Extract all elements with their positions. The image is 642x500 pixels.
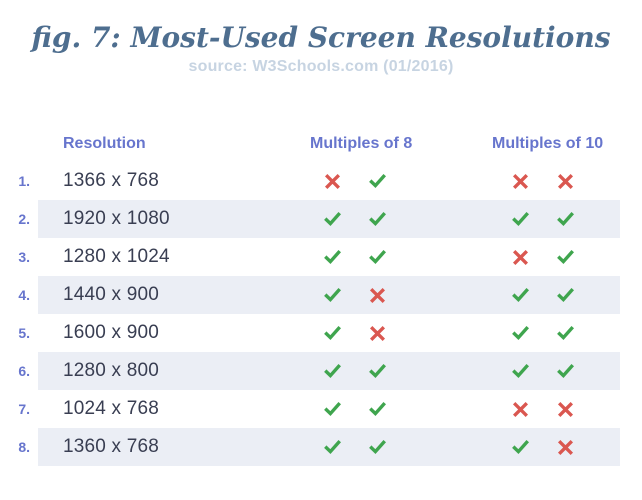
mark-cell [498, 286, 543, 304]
mark-cell [310, 286, 355, 304]
cross-icon [369, 324, 386, 341]
column-header-resolution: Resolution [63, 135, 146, 152]
cross-icon [369, 286, 386, 303]
table-row: 4. 1440 x 900 [0, 276, 620, 314]
mark-cell [355, 400, 400, 418]
table-row: 8. 1360 x 768 [0, 428, 620, 466]
figure-source: source: W3Schools.com (01/2016) [188, 58, 454, 75]
check-icon [323, 248, 342, 265]
table-row: 7. 1024 x 768 [0, 390, 620, 428]
row-number: 7. [18, 401, 30, 417]
mark-cell [498, 210, 543, 228]
check-icon [323, 362, 342, 379]
mark-cell [355, 172, 400, 190]
resolution-value: 1280 x 800 [63, 360, 160, 381]
check-icon [511, 210, 530, 227]
table-row: 2. 1920 x 1080 [0, 200, 620, 238]
mark-cell [498, 401, 543, 418]
check-icon [323, 438, 342, 455]
check-icon [368, 400, 387, 417]
column-header-multiples-of-8: Multiples of 8 [310, 135, 413, 152]
mark-cell [355, 287, 400, 304]
check-icon [368, 438, 387, 455]
row-number: 3. [18, 249, 30, 265]
column-header-multiples-of-10: Multiples of 10 [492, 135, 604, 152]
row-number: 6. [18, 363, 30, 379]
resolution-value: 1600 x 900 [63, 322, 160, 343]
resolution-value: 1280 x 1024 [63, 246, 170, 267]
table-row: 5. 1600 x 900 [0, 314, 620, 352]
check-icon [556, 248, 575, 265]
cross-icon [557, 172, 574, 189]
check-icon [368, 210, 387, 227]
check-icon [556, 362, 575, 379]
cross-icon [512, 248, 529, 265]
check-icon [368, 248, 387, 265]
check-icon [556, 286, 575, 303]
mark-cell [498, 249, 543, 266]
mark-cell [310, 248, 355, 266]
check-icon [368, 172, 387, 189]
check-icon [511, 286, 530, 303]
mark-cell [543, 439, 588, 456]
mark-cell [310, 173, 355, 190]
table-body: 1. 1366 x 768 2. 1920 x 1080 3. 1280 x 1024 4.… [0, 162, 642, 466]
row-number: 5. [18, 325, 30, 341]
cross-icon [324, 172, 341, 189]
cross-icon [512, 400, 529, 417]
cross-icon [512, 172, 529, 189]
mark-cell [543, 362, 588, 380]
cross-icon [557, 438, 574, 455]
mark-cell [543, 286, 588, 304]
check-icon [511, 438, 530, 455]
mark-cell [498, 173, 543, 190]
check-icon [556, 210, 575, 227]
mark-cell [543, 401, 588, 418]
resolution-value: 1360 x 768 [63, 436, 160, 457]
check-icon [368, 362, 387, 379]
check-icon [323, 324, 342, 341]
mark-cell [310, 210, 355, 228]
mark-cell [498, 324, 543, 342]
row-number: 2. [18, 211, 30, 227]
mark-cell [310, 362, 355, 380]
resolutions-table: Resolution Multiples of 8 Multiples of 1… [0, 126, 642, 466]
mark-cell [310, 438, 355, 456]
mark-cell [543, 210, 588, 228]
resolution-value: 1024 x 768 [63, 398, 160, 419]
check-icon [556, 324, 575, 341]
mark-cell [355, 210, 400, 228]
mark-cell [543, 324, 588, 342]
mark-cell [310, 400, 355, 418]
check-icon [323, 400, 342, 417]
mark-cell [355, 325, 400, 342]
figure-title: fig. 7: Most-Used Screen Resolutions [31, 21, 611, 54]
check-icon [511, 324, 530, 341]
row-number: 4. [18, 287, 30, 303]
mark-cell [543, 248, 588, 266]
mark-cell [498, 362, 543, 380]
resolution-value: 1920 x 1080 [63, 208, 170, 229]
mark-cell [543, 173, 588, 190]
row-number: 8. [18, 439, 30, 455]
table-row: 6. 1280 x 800 [0, 352, 620, 390]
mark-cell [355, 362, 400, 380]
check-icon [323, 286, 342, 303]
table-row: 3. 1280 x 1024 [0, 238, 620, 276]
check-icon [511, 362, 530, 379]
check-icon [323, 210, 342, 227]
mark-cell [498, 438, 543, 456]
table-header-row: Resolution Multiples of 8 Multiples of 1… [0, 126, 620, 162]
table-row: 1. 1366 x 768 [0, 162, 620, 200]
resolution-value: 1440 x 900 [63, 284, 160, 305]
mark-cell [355, 438, 400, 456]
mark-cell [355, 248, 400, 266]
cross-icon [557, 400, 574, 417]
row-number: 1. [18, 173, 30, 189]
mark-cell [310, 324, 355, 342]
resolution-value: 1366 x 768 [63, 170, 160, 191]
